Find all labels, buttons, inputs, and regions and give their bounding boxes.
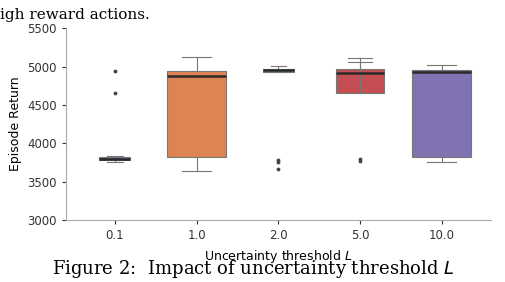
PathPatch shape [336, 69, 383, 93]
Text: igh reward actions.: igh reward actions. [0, 8, 149, 23]
Y-axis label: Episode Return: Episode Return [9, 77, 22, 171]
PathPatch shape [167, 71, 226, 157]
PathPatch shape [99, 157, 130, 160]
PathPatch shape [262, 69, 293, 72]
Text: Figure 2:  Impact of uncertainty threshold $L$: Figure 2: Impact of uncertainty threshol… [52, 257, 453, 279]
X-axis label: Uncertainty threshold $L$: Uncertainty threshold $L$ [204, 248, 352, 265]
PathPatch shape [412, 70, 470, 157]
